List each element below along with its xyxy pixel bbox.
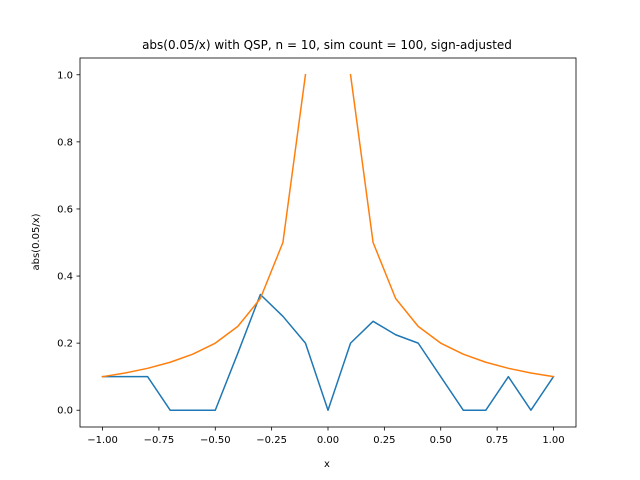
x-tick-label: −0.25 <box>256 435 287 446</box>
x-axis-label: x <box>324 459 330 470</box>
x-tick-label: 0.00 <box>317 435 339 446</box>
y-axis-label: abs(0.05/x) <box>31 213 42 270</box>
y-tick-label: 0.2 <box>57 339 73 350</box>
y-tick-label: 0.0 <box>57 406 73 417</box>
x-tick-label: 0.25 <box>373 435 395 446</box>
y-tick-label: 0.4 <box>57 272 73 283</box>
chart-title: abs(0.05/x) with QSP, n = 10, sim count … <box>142 38 512 52</box>
x-tick-label: 0.75 <box>486 435 508 446</box>
x-tick-label: 0.50 <box>430 435 452 446</box>
series-layer <box>101 73 555 411</box>
y-tick-label: 0.6 <box>57 204 73 215</box>
plot-area-frame <box>79 57 577 428</box>
y-tick-label: 1.0 <box>57 70 73 81</box>
tick-layer: −1.00 −0.75 −0.50 −0.25 0.00 0.25 0.50 0.75 1.00… <box>57 70 564 446</box>
series-2-line-segment-1 <box>101 73 307 378</box>
x-tick-label: 1.00 <box>542 435 564 446</box>
x-tick-label: −0.50 <box>200 435 231 446</box>
x-tick-label: −0.75 <box>144 435 175 446</box>
series-1-line-segment-1 <box>101 293 555 411</box>
x-tick-label: −1.00 <box>87 435 118 446</box>
y-tick-label: 0.8 <box>57 137 73 148</box>
series-2-line-segment-2 <box>349 73 555 378</box>
